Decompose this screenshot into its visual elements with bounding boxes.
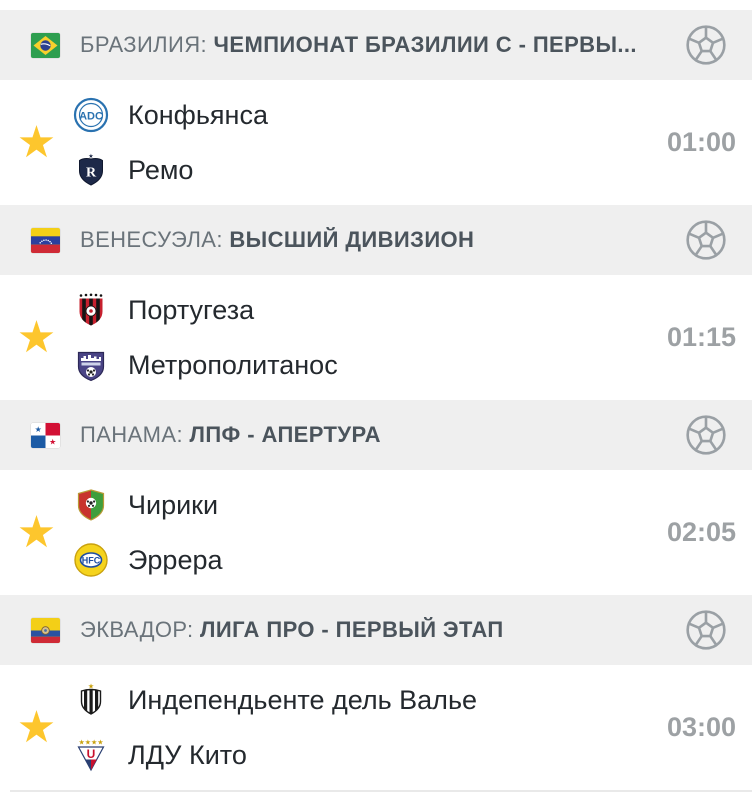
league-section-ecuador: ЭКВАДОР: ЛИГА ПРО - ПЕРВЫЙ ЭТАП ★	[0, 595, 752, 790]
match-time: 03:00	[666, 712, 736, 742]
league-country: ЭКВАДОР:	[80, 617, 194, 642]
favorite-star-icon[interactable]: ★	[16, 312, 57, 362]
football-icon	[684, 608, 728, 652]
team-name: Эррера	[128, 544, 223, 575]
team-home: ★ Индепендьенте дель Валье	[73, 682, 667, 718]
match-teams: ADC Конфьянса ★ R Ремо	[73, 97, 667, 188]
team-logo-chiriqui	[73, 487, 109, 523]
match-teams: Португеза Метрополи	[73, 292, 667, 383]
team-away: ★ R Ремо	[73, 152, 667, 188]
match-teams: ★ Индепендьенте дель Валье	[73, 682, 667, 773]
league-name: ЛПФ - АПЕРТУРА	[189, 422, 381, 447]
svg-text:★: ★	[88, 153, 93, 160]
svg-text:★: ★	[88, 683, 94, 691]
team-logo-ldu-quito: ★★★★ U	[73, 737, 109, 773]
svg-text:★: ★	[49, 437, 56, 446]
team-name: Чирики	[128, 489, 219, 520]
panama-flag-icon: ★ ★	[31, 422, 60, 448]
svg-text:U: U	[87, 747, 96, 761]
venezuela-flag-icon	[31, 227, 60, 253]
svg-text:★★★★: ★★★★	[78, 739, 103, 747]
list-divider	[10, 790, 752, 792]
football-icon	[684, 23, 728, 67]
team-logo-metropolitanos	[73, 347, 109, 383]
team-logo-remo: ★ R	[73, 152, 109, 188]
league-country: БРАЗИЛИЯ:	[80, 32, 208, 57]
league-title: БРАЗИЛИЯ: ЧЕМПИОНАТ БРАЗИЛИИ С - ПЕРВЫ..…	[80, 32, 637, 58]
league-section-venezuela: ВЕНЕСУЭЛА: ВЫСШИЙ ДИВИЗИОН ★	[0, 205, 752, 400]
match-time: 02:05	[666, 517, 736, 547]
team-home: Португеза	[73, 292, 667, 328]
league-header[interactable]: ЭКВАДОР: ЛИГА ПРО - ПЕРВЫЙ ЭТАП	[0, 595, 752, 665]
match-teams: Чирики HFC Эррера	[73, 487, 667, 578]
league-section-panama: ★ ★ ПАНАМА: ЛПФ - АПЕРТУРА	[0, 400, 752, 595]
league-title: ПАНАМА: ЛПФ - АПЕРТУРА	[80, 422, 381, 448]
team-away: ★★★★ U ЛДУ Кито	[73, 737, 667, 773]
match-row[interactable]: ★ ADC Конфьянса ★	[0, 80, 752, 205]
match-time: 01:15	[666, 322, 736, 352]
team-logo-independiente-del-valle: ★	[73, 682, 109, 718]
svg-text:HFC: HFC	[82, 556, 101, 566]
match-row[interactable]: ★ ★	[0, 665, 752, 790]
favorite-star-icon[interactable]: ★	[16, 702, 57, 752]
league-title: ВЕНЕСУЭЛА: ВЫСШИЙ ДИВИЗИОН	[80, 227, 474, 253]
team-logo-portuguesa	[73, 292, 109, 328]
league-header[interactable]: ВЕНЕСУЭЛА: ВЫСШИЙ ДИВИЗИОН	[0, 205, 752, 275]
match-row[interactable]: ★	[0, 275, 752, 400]
favorite-star-icon[interactable]: ★	[16, 117, 57, 167]
svg-text:ADC: ADC	[79, 111, 103, 123]
team-name: Ремо	[128, 154, 194, 185]
team-home: ADC Конфьянса	[73, 97, 667, 133]
team-name: Метрополитанос	[128, 349, 338, 380]
league-name: ЧЕМПИОНАТ БРАЗИЛИИ С - ПЕРВЫ...	[213, 32, 637, 57]
team-home: Чирики	[73, 487, 667, 523]
team-name: ЛДУ Кито	[128, 739, 247, 770]
league-section-brazil: БРАЗИЛИЯ: ЧЕМПИОНАТ БРАЗИЛИИ С - ПЕРВЫ..…	[0, 10, 752, 205]
football-icon	[684, 218, 728, 262]
match-row[interactable]: ★	[0, 470, 752, 595]
svg-text:R: R	[86, 166, 97, 181]
team-logo-herrera: HFC	[73, 542, 109, 578]
top-spacer	[0, 0, 752, 10]
team-away: Метрополитанос	[73, 347, 667, 383]
team-name: Португеза	[128, 294, 255, 325]
league-header[interactable]: ★ ★ ПАНАМА: ЛПФ - АПЕРТУРА	[0, 400, 752, 470]
league-name: ЛИГА ПРО - ПЕРВЫЙ ЭТАП	[200, 617, 504, 642]
team-name: Конфьянса	[128, 99, 268, 130]
league-country: ПАНАМА:	[80, 422, 183, 447]
league-title: ЭКВАДОР: ЛИГА ПРО - ПЕРВЫЙ ЭТАП	[80, 617, 504, 643]
favorite-star-icon[interactable]: ★	[16, 507, 57, 557]
team-name: Индепендьенте дель Валье	[128, 684, 478, 715]
football-icon	[684, 413, 728, 457]
league-name: ВЫСШИЙ ДИВИЗИОН	[229, 227, 475, 252]
ecuador-flag-icon	[31, 617, 60, 643]
team-away: HFC Эррера	[73, 542, 667, 578]
match-time: 01:00	[666, 127, 736, 157]
brazil-flag-icon	[31, 32, 60, 58]
league-header[interactable]: БРАЗИЛИЯ: ЧЕМПИОНАТ БРАЗИЛИИ С - ПЕРВЫ..…	[0, 10, 752, 80]
team-logo-confianca: ADC	[73, 97, 109, 133]
league-country: ВЕНЕСУЭЛА:	[80, 227, 223, 252]
svg-text:★: ★	[35, 425, 42, 434]
